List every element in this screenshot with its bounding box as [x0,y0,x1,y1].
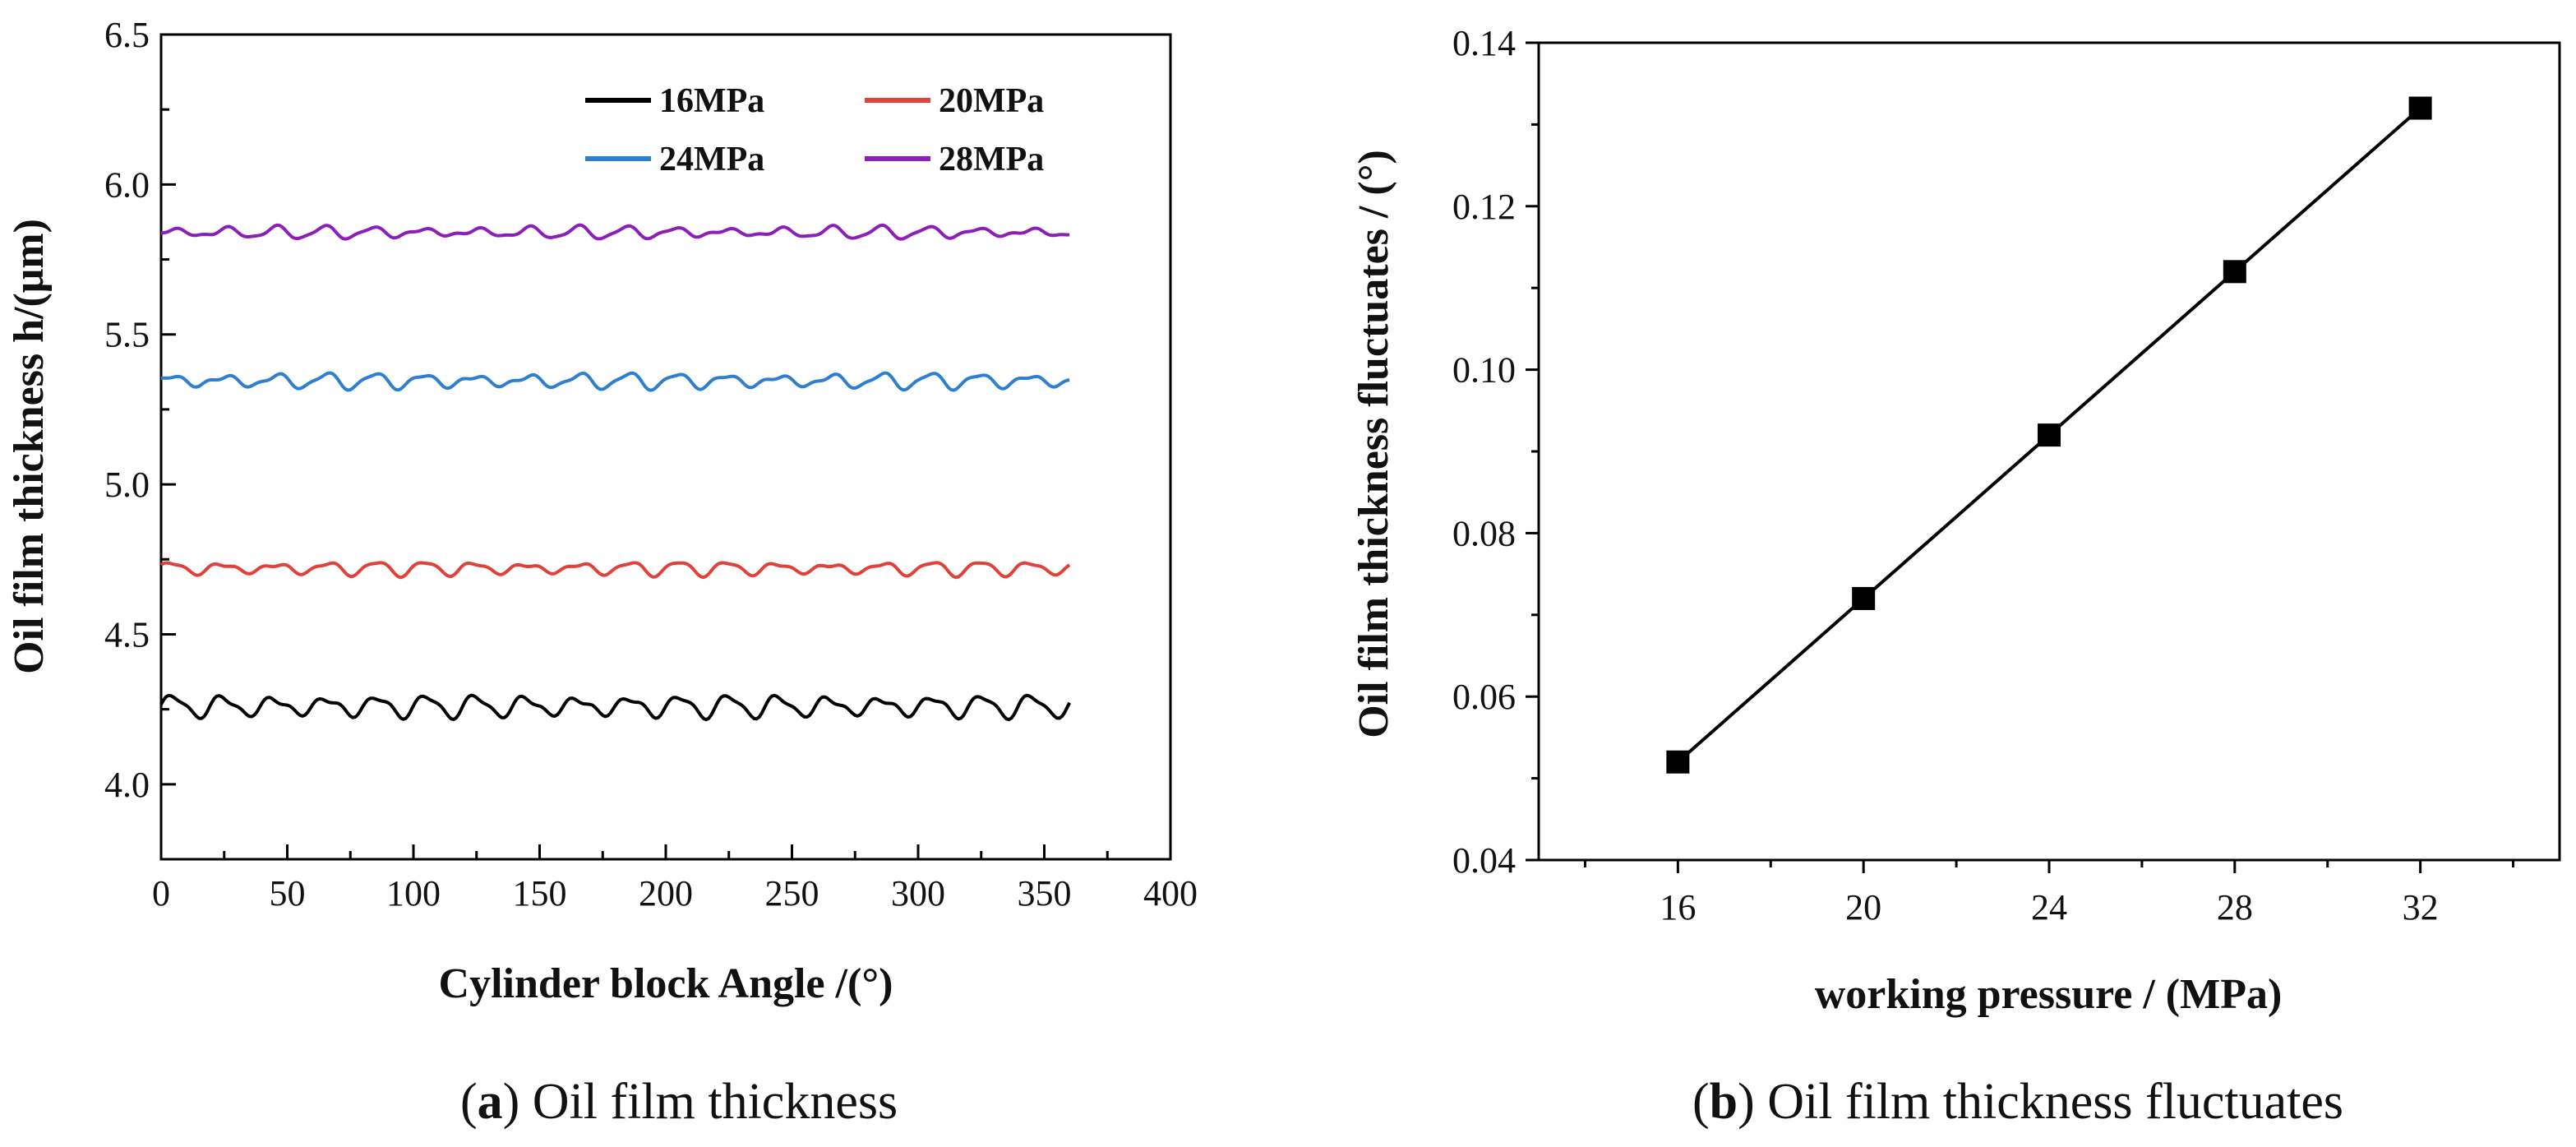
chart-b-y-tick-label: 0.10 [1452,350,1516,391]
chart-b-data-point [2038,423,2061,447]
chart-a-x-axis-label: Cylinder block Angle /(°) [439,960,893,1007]
chart-a-x-tick-label: 150 [513,873,567,913]
chart-b-y-axis: 0.04 0.06 0.08 0.10 0.12 0.14 [1452,23,1539,881]
chart-a-x-tick-label: 300 [891,873,945,913]
chart-a-series-line-20mpa [159,561,1071,580]
chart-a-series [159,223,1071,722]
chart-b-data-point [2223,260,2246,284]
chart-a-x-axis: 0 50 100 150 200 250 300 350 400 [152,844,1198,913]
chart-b: 16 20 24 28 32 0.04 0.06 0.08 0.10 0.12 0.14 work… [1350,23,2561,1130]
chart-a-legend: 16MPa 20MPa 24MPa 28MPa [585,82,1044,178]
chart-b-plot-frame [1537,41,2561,862]
chart-a-series-line-28mpa [160,223,1070,241]
chart-a-x-tick-label: 0 [152,873,170,913]
chart-b-data-point [2408,96,2432,120]
chart-b-x-tick-label: 20 [1845,887,1881,927]
chart-b-x-axis-label: working pressure / (MPa) [1815,971,2283,1018]
chart-b-caption-letter: b [1710,1074,1738,1130]
chart-a-y-tick-label: 6.0 [104,164,150,205]
chart-b-y-tick-label: 0.12 [1452,187,1516,227]
chart-a-caption-letter: a [478,1074,503,1130]
chart-b-y-tick-label: 0.08 [1452,513,1516,553]
chart-b-x-tick-label: 16 [1660,887,1696,927]
chart-a-x-tick-label: 100 [386,873,441,913]
chart-a-x-tick-label: 350 [1018,873,1072,913]
chart-a-y-axis: 4.0 4.5 5.0 5.5 6.0 6.5 [104,15,176,861]
chart-a-x-tick-label: 200 [639,873,693,913]
chart-a-y-tick-label: 4.5 [104,614,150,654]
chart-a-caption-text: ) Oil film thickness [503,1074,898,1130]
chart-a-y-tick-label: 6.5 [104,15,150,55]
chart-b-caption: (b) Oil film thickness fluctuates [1692,1074,2343,1130]
chart-b-caption-text: ) Oil film thickness fluctuates [1738,1074,2343,1130]
chart-a-caption: (a) Oil film thickness [460,1074,898,1130]
chart-b-data-point [1666,750,1690,774]
chart-a-y-tick-label: 5.5 [104,315,150,355]
chart-b-x-tick-label: 32 [2403,887,2439,927]
legend-label-28mpa: 28MPa [939,141,1044,178]
legend-label-24mpa: 24MPa [659,141,764,178]
legend-label-20mpa: 20MPa [939,82,1044,120]
chart-b-series [1666,96,2432,774]
chart-a-y-tick-label: 4.0 [104,765,150,805]
chart-a: 0 50 100 150 200 250 300 350 400 4.0 4.5 5.0 5.5 6.0… [6,15,1198,1130]
chart-b-x-tick-label: 28 [2217,887,2253,927]
chart-b-y-tick-label: 0.04 [1452,840,1516,881]
chart-b-data-point [1852,586,1876,610]
chart-b-x-axis: 16 20 24 28 32 [1583,860,2515,927]
chart-b-x-tick-label: 24 [2031,887,2067,927]
chart-b-y-axis-label: Oil film thickness fluctuates / (°) [1350,150,1397,738]
legend-label-16mpa: 16MPa [659,82,764,120]
chart-a-y-tick-label: 5.0 [104,465,150,505]
chart-b-y-tick-label: 0.06 [1452,677,1516,717]
chart-a-x-tick-label: 50 [270,873,306,913]
chart-a-series-line-16mpa [159,693,1071,722]
chart-a-y-axis-label: Oil film thickness h/(μm) [6,219,53,674]
chart-b-y-tick-label: 0.14 [1452,23,1516,63]
chart-a-series-line-24mpa [160,371,1070,392]
chart-a-x-tick-label: 250 [765,873,819,913]
chart-a-x-tick-label: 400 [1143,873,1198,913]
